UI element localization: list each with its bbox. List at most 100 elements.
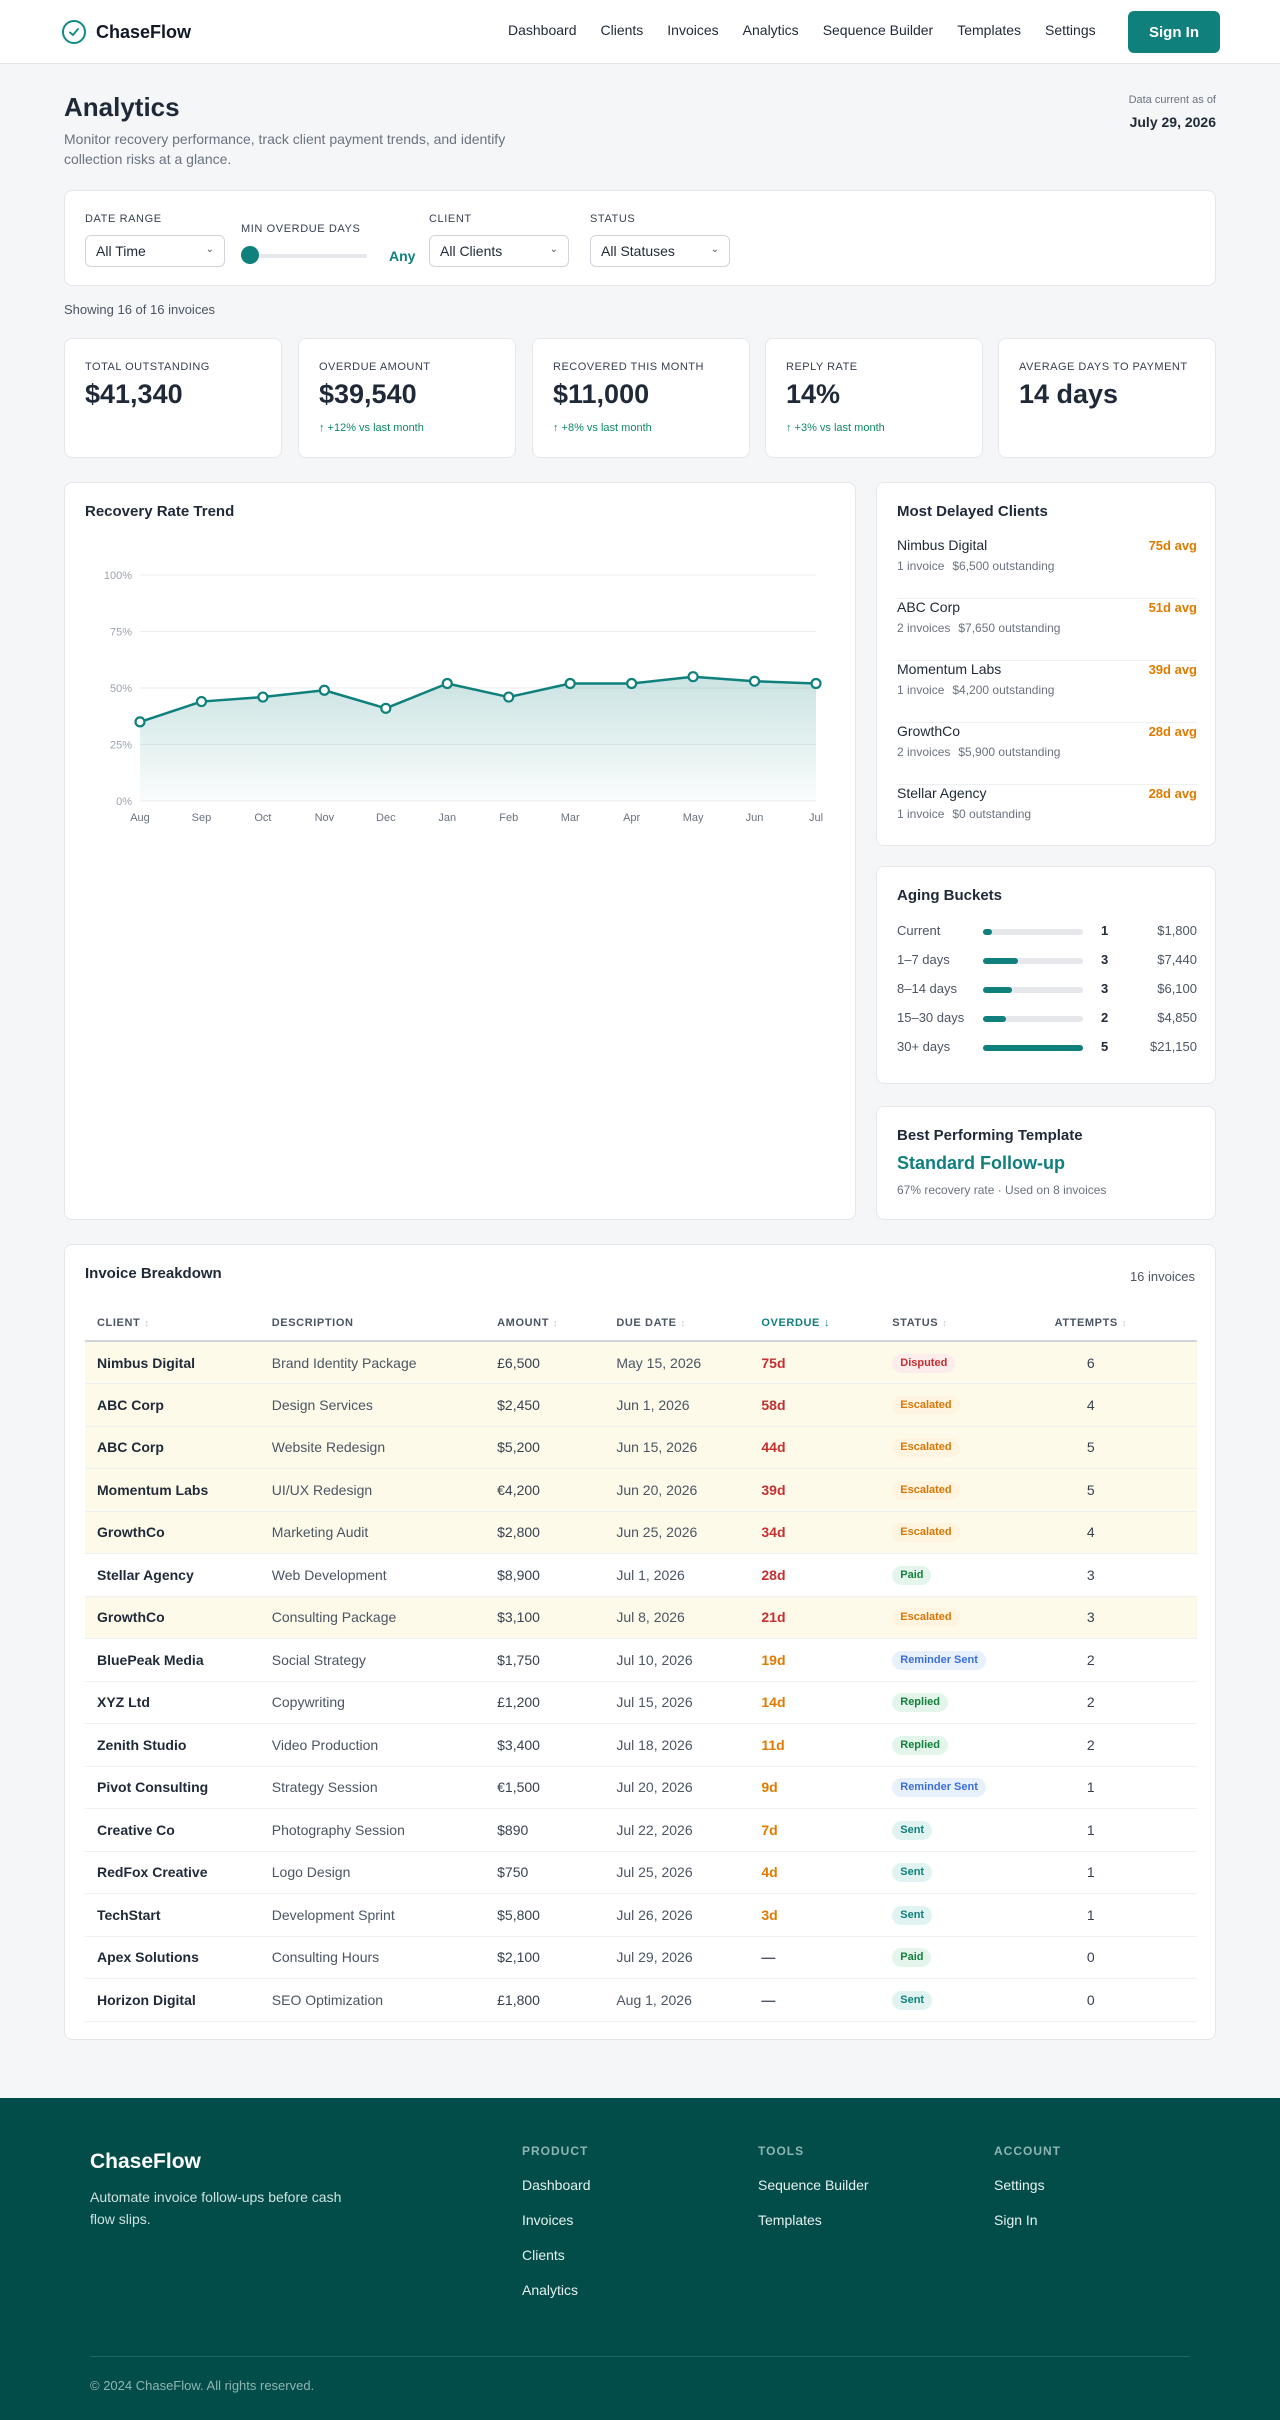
col-header-attempts[interactable]: Attempts ↕ bbox=[1042, 1305, 1197, 1342]
delayed-client-item[interactable]: GrowthCo 2 invoices $5,900 outstanding 28d … bbox=[897, 723, 1197, 785]
best-template-name[interactable]: Standard Follow-up bbox=[897, 1153, 1065, 1173]
nav-link-clients[interactable]: Clients bbox=[600, 22, 644, 38]
date-range-select[interactable]: All Time ⌄ bbox=[85, 235, 225, 267]
col-header-due-date[interactable]: Due Date ↕ bbox=[604, 1305, 750, 1342]
nav-link-sequence-builder[interactable]: Sequence Builder bbox=[822, 22, 934, 38]
cell-status: Reminder Sent bbox=[880, 1766, 1043, 1809]
status-badge: Sent bbox=[892, 1905, 933, 1925]
cell-due-date: Jun 15, 2026 bbox=[604, 1426, 750, 1469]
min-overdue-slider-track[interactable] bbox=[243, 254, 367, 258]
footer-link-sequence-builder[interactable]: Sequence Builder bbox=[758, 2177, 869, 2193]
cell-amount: $750 bbox=[485, 1851, 605, 1894]
delayed-client-outstanding: $6,500 outstanding bbox=[952, 559, 1055, 573]
y-tick-label: 50% bbox=[110, 683, 132, 695]
brand-logo[interactable]: ChaseFlow bbox=[62, 20, 191, 44]
cell-attempts: 2 bbox=[1042, 1723, 1197, 1767]
aging-bucket-bar-fill bbox=[983, 987, 1012, 993]
cell-due-date: May 15, 2026 bbox=[604, 1341, 750, 1384]
col-header-label: Due Date bbox=[616, 1316, 677, 1329]
col-header-status[interactable]: Status ↕ bbox=[880, 1305, 1043, 1342]
aging-bucket-bar-fill bbox=[983, 958, 1018, 964]
cell-due-date: Jun 20, 2026 bbox=[604, 1468, 750, 1512]
footer-col-account: Account Settings Sign In bbox=[994, 2144, 1061, 2228]
cell-client: ABC Corp bbox=[85, 1426, 260, 1469]
footer-link-invoices[interactable]: Invoices bbox=[522, 2212, 574, 2228]
status-select[interactable]: All Statuses ⌄ bbox=[590, 235, 730, 267]
cell-attempts: 3 bbox=[1042, 1596, 1197, 1639]
cell-overdue: 4d bbox=[749, 1851, 881, 1894]
cell-due-date: Jul 29, 2026 bbox=[604, 1936, 750, 1979]
sign-in-button[interactable]: Sign In bbox=[1128, 11, 1220, 53]
sort-icon: ↕ bbox=[144, 1317, 150, 1328]
col-header-label: Amount bbox=[497, 1316, 550, 1329]
cell-description: SEO Optimization bbox=[259, 1978, 486, 2022]
table-row[interactable]: Stellar Agency Web Development $8,900 Jul 1… bbox=[85, 1553, 1197, 1597]
delayed-client-outstanding: $4,200 outstanding bbox=[952, 683, 1055, 697]
chart-point bbox=[380, 702, 392, 714]
footer-link-dashboard[interactable]: Dashboard bbox=[522, 2177, 591, 2193]
cell-description: UI/UX Redesign bbox=[259, 1468, 486, 1512]
footer-link-sign-in[interactable]: Sign In bbox=[994, 2212, 1038, 2228]
aging-bucket-amount: $7,440 bbox=[1157, 952, 1197, 967]
cell-amount: $3,400 bbox=[485, 1723, 605, 1767]
cell-overdue: 3d bbox=[749, 1893, 881, 1937]
nav-link-dashboard[interactable]: Dashboard bbox=[508, 22, 577, 38]
page-title: Analytics bbox=[64, 92, 180, 122]
client-select[interactable]: All Clients ⌄ bbox=[429, 235, 569, 267]
delayed-client-item[interactable]: Momentum Labs 1 invoice $4,200 outstanding… bbox=[897, 661, 1197, 723]
table-row[interactable]: Zenith Studio Video Production $3,400 Jul 1… bbox=[85, 1723, 1197, 1767]
status-badge: Disputed bbox=[892, 1353, 956, 1373]
table-row[interactable]: Momentum Labs UI/UX Redesign €4,200 Jun 20,… bbox=[85, 1468, 1197, 1512]
status-badge: Replied bbox=[892, 1693, 948, 1713]
cell-client: GrowthCo bbox=[85, 1596, 260, 1639]
chart-point bbox=[810, 677, 822, 690]
cell-description: Marketing Audit bbox=[259, 1511, 486, 1554]
footer-link-templates[interactable]: Templates bbox=[758, 2212, 822, 2228]
table-row[interactable]: TechStart Development Sprint $5,800 Jul 26,… bbox=[85, 1893, 1197, 1937]
aging-bucket-amount: $6,100 bbox=[1157, 981, 1197, 996]
cell-amount: $890 bbox=[485, 1808, 605, 1852]
cell-overdue: 7d bbox=[749, 1808, 881, 1852]
col-header-amount[interactable]: Amount ↕ bbox=[485, 1305, 605, 1342]
table-row[interactable]: Creative Co Photography Session $890 Jul 22… bbox=[85, 1808, 1197, 1852]
table-row[interactable]: Pivot Consulting Strategy Session €1,500 Ju… bbox=[85, 1766, 1197, 1809]
nav-link-invoices[interactable]: Invoices bbox=[667, 22, 719, 38]
nav-link-analytics[interactable]: Analytics bbox=[742, 22, 799, 38]
table-row[interactable]: XYZ Ltd Copywriting £1,200 Jul 15, 2026 14d R… bbox=[85, 1681, 1197, 1724]
cell-attempts: 1 bbox=[1042, 1766, 1197, 1809]
table-row[interactable]: ABC Corp Website Redesign $5,200 Jun 15, 20… bbox=[85, 1426, 1197, 1469]
cell-client: XYZ Ltd bbox=[85, 1681, 260, 1724]
cell-amount: $5,200 bbox=[485, 1426, 605, 1469]
cell-client: ABC Corp bbox=[85, 1383, 260, 1427]
cell-overdue: — bbox=[749, 1936, 881, 1979]
footer-link-settings[interactable]: Settings bbox=[994, 2177, 1045, 2193]
delayed-client-item[interactable]: ABC Corp 2 invoices $7,650 outstanding 51d … bbox=[897, 599, 1197, 661]
cell-attempts: 0 bbox=[1042, 1936, 1197, 1979]
table-row[interactable]: GrowthCo Consulting Package $3,100 Jul 8, 2… bbox=[85, 1596, 1197, 1639]
table-row[interactable]: GrowthCo Marketing Audit $2,800 Jun 25, 202… bbox=[85, 1511, 1197, 1554]
table-row[interactable]: ABC Corp Design Services $2,450 Jun 1, 2026… bbox=[85, 1383, 1197, 1427]
col-header-client[interactable]: Client ↕ bbox=[85, 1305, 260, 1342]
x-tick-label: Sep bbox=[192, 812, 212, 824]
table-row[interactable]: Apex Solutions Consulting Hours $2,100 Jul … bbox=[85, 1936, 1197, 1979]
min-overdue-slider-thumb[interactable] bbox=[241, 246, 259, 264]
x-tick-label: Jul bbox=[809, 812, 823, 824]
col-header-overdue[interactable]: Overdue ↓ bbox=[749, 1305, 881, 1342]
footer-link-clients[interactable]: Clients bbox=[522, 2247, 565, 2263]
table-row[interactable]: BluePeak Media Social Strategy $1,750 Jul 1… bbox=[85, 1638, 1197, 1682]
table-row[interactable]: Horizon Digital SEO Optimization £1,800 Aug… bbox=[85, 1978, 1197, 2022]
footer-copyright: © 2024 ChaseFlow. All rights reserved. bbox=[90, 2378, 315, 2393]
sort-icon: ↕ bbox=[1121, 1317, 1127, 1328]
footer-link-analytics[interactable]: Analytics bbox=[522, 2282, 579, 2298]
nav-link-settings[interactable]: Settings bbox=[1045, 22, 1096, 38]
table-row[interactable]: RedFox Creative Logo Design $750 Jul 25, 20… bbox=[85, 1851, 1197, 1894]
cell-status: Escalated bbox=[880, 1426, 1043, 1469]
delayed-client-item[interactable]: Stellar Agency 1 invoice $0 outstanding 28d… bbox=[897, 785, 1197, 847]
cell-attempts: 5 bbox=[1042, 1468, 1197, 1512]
cell-status: Paid bbox=[880, 1553, 1043, 1597]
table-row[interactable]: Nimbus Digital Brand Identity Package £6,5… bbox=[85, 1341, 1197, 1384]
delayed-client-item[interactable]: Nimbus Digital 1 invoice $6,500 outstandin… bbox=[897, 537, 1197, 599]
aging-bucket-row: 1–7 days 3 $7,440 bbox=[897, 952, 1197, 972]
cell-attempts: 5 bbox=[1042, 1426, 1197, 1469]
nav-link-templates[interactable]: Templates bbox=[957, 22, 1022, 38]
